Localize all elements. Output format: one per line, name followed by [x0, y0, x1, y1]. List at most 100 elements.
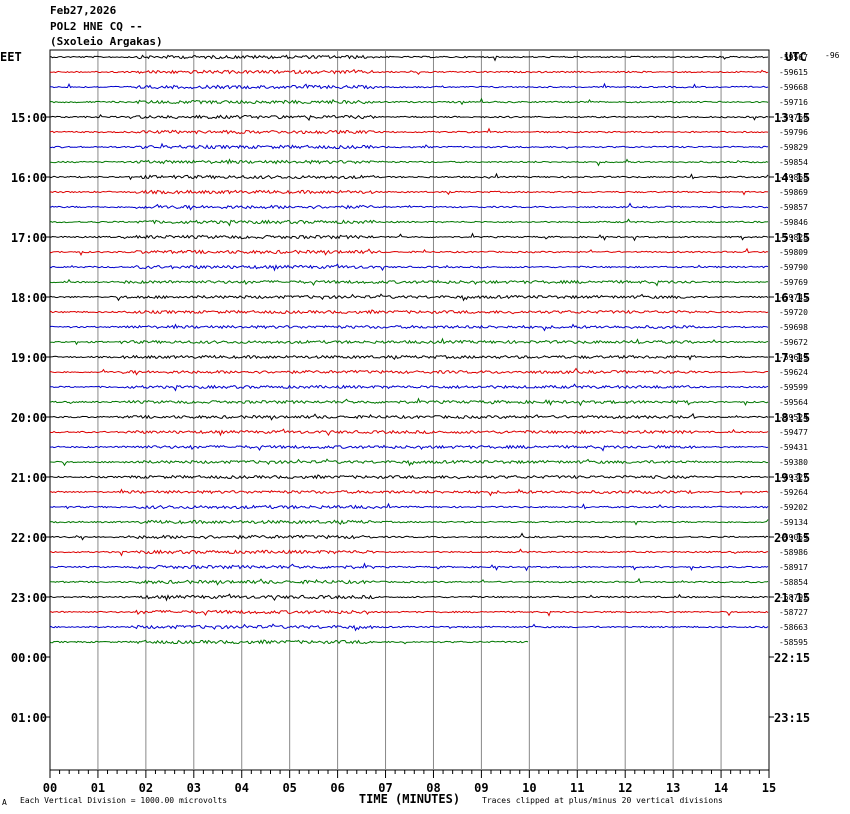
trace-offset-label: -58986: [779, 548, 808, 557]
trace-offset-label: -59869: [779, 188, 808, 197]
seismic-trace: [49, 278, 768, 287]
trace-offset-label: -59134: [779, 518, 808, 527]
x-tick-label: 11: [570, 781, 584, 795]
trace-offset-label: -59809: [779, 248, 808, 257]
left-hour-label: 19:00: [11, 351, 47, 365]
seismic-trace: [49, 577, 769, 586]
right-hour-label: 16:15: [774, 291, 810, 305]
clip-note: Traces clipped at plus/minus 20 vertical…: [482, 796, 723, 805]
x-tick-label: 00: [43, 781, 57, 795]
seismic-trace: [49, 428, 769, 437]
trace-offset-label: -58854: [779, 578, 808, 587]
left-hour-label: 23:00: [11, 591, 47, 605]
trace-offset-label: -59760: [779, 113, 808, 122]
seismic-trace: [50, 397, 769, 407]
seismic-trace: [49, 263, 769, 272]
trace-offset-label: -59829: [779, 143, 808, 152]
x-tick-label: 07: [378, 781, 392, 795]
trace-offset-label: -59380: [779, 458, 808, 467]
seismic-trace: [49, 293, 769, 302]
right-hour-label: 22:15: [774, 651, 810, 665]
seismic-trace: [49, 609, 769, 617]
seismic-trace: [49, 412, 769, 421]
seismic-trace: [49, 532, 769, 541]
seismic-trace: [49, 383, 769, 392]
trace-offset-label: -59668: [779, 83, 808, 92]
seismic-trace: [49, 189, 769, 196]
station-label: POL2 HNE CQ --: [50, 20, 143, 33]
trace-offset-label: -58663: [779, 623, 808, 632]
seismic-trace: [49, 593, 769, 602]
trace-offset-label: -59854: [779, 158, 808, 167]
seismic-trace: [49, 444, 769, 452]
trace-offset-label: -59599: [779, 383, 808, 392]
right-hour-label: 21:15: [774, 591, 810, 605]
trace-offset-label: -59059: [779, 533, 808, 542]
x-tick-label: 05: [282, 781, 296, 795]
trace-offset-label: -59745: [779, 293, 808, 302]
seismic-trace: [49, 247, 769, 257]
seismic-trace: [49, 639, 529, 645]
left-hour-label: 16:00: [11, 171, 47, 185]
left-hour-label: 17:00: [11, 231, 47, 245]
seismic-trace: [49, 54, 769, 62]
seismic-trace: [49, 158, 769, 167]
site-label: (Sxoleio Argakas): [50, 35, 163, 48]
right-hour-label: 18:15: [774, 411, 810, 425]
trace-offset-label: -59615: [779, 68, 808, 77]
seismic-trace: [49, 127, 769, 135]
left-hour-label: 01:00: [11, 711, 47, 725]
x-axis-title: TIME (MINUTES): [359, 792, 460, 806]
trace-offset-label: -59524: [779, 413, 808, 422]
trace-offset-label: -59698: [779, 323, 808, 332]
trace-offset-label: -59264: [779, 488, 808, 497]
right-hour-label: 14:15: [774, 171, 810, 185]
left-hour-label: 21:00: [11, 471, 47, 485]
x-tick-label: 09: [474, 781, 488, 795]
seismic-trace: [49, 323, 769, 332]
right-hour-label: 20:15: [774, 531, 810, 545]
seismic-trace: [49, 562, 769, 572]
x-tick-label: 10: [522, 781, 536, 795]
seismic-trace: [49, 548, 769, 557]
right-hour-label: 17:15: [774, 351, 810, 365]
right-hour-label: 15:15: [774, 231, 810, 245]
x-tick-label: 02: [139, 781, 153, 795]
seismic-trace: [49, 82, 769, 90]
x-tick-label: 12: [618, 781, 632, 795]
seismic-trace: [49, 114, 769, 122]
top-offset-label: -96: [825, 51, 840, 60]
trace-offset-label: -59790: [779, 263, 808, 272]
seismic-trace: [49, 488, 769, 497]
right-zone-label: UTC: [785, 50, 807, 64]
seismic-trace: [49, 97, 769, 106]
seismic-trace: [49, 172, 769, 181]
seismic-trace: [49, 367, 768, 376]
x-tick-label: 13: [666, 781, 680, 795]
trace-offset-label: -59716: [779, 98, 808, 107]
x-tick-label: 06: [330, 781, 344, 795]
right-hour-label: 19:15: [774, 471, 810, 485]
seismic-trace: [49, 354, 769, 361]
x-tick-label: 08: [426, 781, 440, 795]
trace-offset-label: -58792: [779, 593, 808, 602]
seismic-trace: [49, 202, 769, 211]
seismic-trace: [49, 519, 769, 526]
trace-offset-label: -59769: [779, 278, 808, 287]
x-tick-label: 15: [762, 781, 776, 795]
trace-offset-label: -59720: [779, 308, 808, 317]
left-hour-label: 15:00: [11, 111, 47, 125]
right-hour-label: 23:15: [774, 711, 810, 725]
trace-offset-label: -59672: [779, 338, 808, 347]
seismic-trace: [49, 68, 769, 75]
left-hour-label: 00:00: [11, 651, 47, 665]
trace-offset-label: -59846: [779, 218, 808, 227]
scale-note: Each Vertical Division = 1000.00 microvo…: [20, 796, 228, 805]
x-tick-label: 04: [235, 781, 249, 795]
left-hour-label: 22:00: [11, 531, 47, 545]
trace-offset-label: -59202: [779, 503, 808, 512]
trace-offset-label: -59431: [779, 443, 808, 452]
trace-offset-label: -59649: [779, 353, 808, 362]
trace-offset-label: -58727: [779, 608, 808, 617]
